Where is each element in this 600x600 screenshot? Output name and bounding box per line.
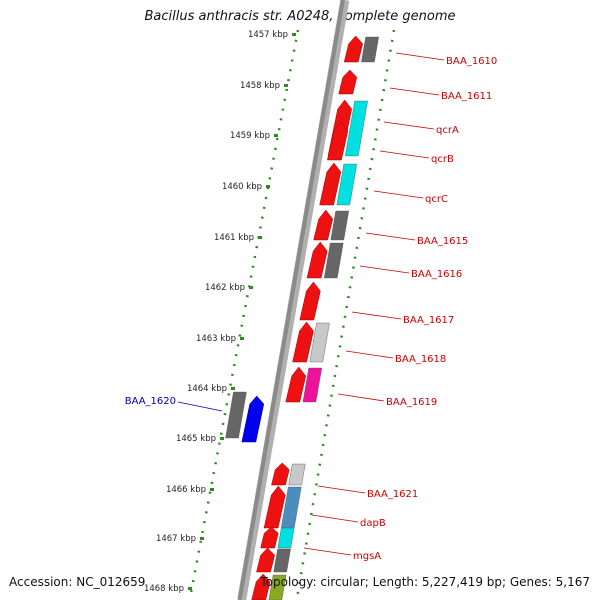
gene-label: dapB [360, 518, 386, 529]
forward-gene-arrow [343, 35, 363, 63]
cog-box [361, 36, 379, 63]
forward-gene-arrow [260, 526, 279, 549]
leader-line [383, 121, 435, 130]
gene-label: BAA_1618 [395, 354, 446, 365]
gene-label: BAA_1620 [125, 396, 176, 407]
forward-gene-arrow [338, 69, 358, 95]
forward-gene-arrow [299, 281, 321, 321]
leader-line [337, 393, 385, 402]
inner-dotted-line [295, 29, 396, 599]
leader-line [379, 150, 430, 159]
cog-box [330, 210, 349, 241]
tick-label: 1465 kbp [176, 434, 216, 444]
tick-mark [284, 84, 288, 87]
tick-mark [274, 134, 278, 137]
forward-gene-arrow [271, 462, 290, 486]
gene-label: mgsA [353, 551, 381, 562]
leader-line [345, 350, 394, 359]
tick-mark [220, 437, 224, 440]
forward-gene-arrow [292, 321, 314, 363]
cog-box [273, 548, 291, 573]
outer-dotted-line [188, 29, 300, 599]
leader-line [373, 190, 424, 199]
cog-box [225, 391, 247, 439]
gene-label: BAA_1616 [411, 269, 462, 280]
cog-box [344, 100, 368, 157]
gene-label: BAA_1611 [441, 91, 492, 102]
leader-line [351, 311, 402, 320]
tick-label: 1467 kbp [156, 534, 196, 544]
forward-gene-arrow [285, 366, 307, 403]
cog-box [302, 367, 322, 403]
forward-gene-arrow [251, 573, 271, 600]
tick-mark [240, 337, 244, 340]
tick-mark [266, 185, 270, 188]
leader-line [395, 52, 445, 61]
cog-box [323, 242, 344, 279]
tick-mark [188, 587, 192, 590]
tick-mark [200, 537, 204, 540]
tick-mark [231, 387, 235, 390]
forward-gene-arrow [327, 121, 349, 161]
leader-line [365, 232, 416, 241]
gene-label: BAA_1621 [367, 489, 418, 500]
tick-mark [258, 236, 262, 239]
gene-label: BAA_1617 [403, 315, 454, 326]
gene-label: BAA_1610 [446, 56, 497, 67]
forward-gene-arrow [313, 209, 334, 241]
leader-line [359, 265, 410, 274]
tick-label: 1458 kbp [240, 81, 280, 91]
tick-label: 1457 kbp [248, 30, 288, 40]
accession-text: Accession: NC_012659 [9, 575, 146, 589]
gene-label: BAA_1615 [417, 236, 468, 247]
tick-label: 1462 kbp [205, 283, 245, 293]
tick-label: 1463 kbp [196, 334, 236, 344]
backbone-line [237, 0, 345, 600]
tick-label: 1464 kbp [187, 384, 227, 394]
map-title: Bacillus anthracis str. A0248, complete … [144, 9, 456, 24]
cog-box [336, 163, 358, 206]
gene-label: qcrA [436, 125, 459, 136]
leader-line [177, 401, 223, 412]
tick-label: 1468 kbp [144, 584, 184, 594]
cog-box [268, 574, 287, 600]
cog-box [280, 486, 302, 529]
tick-label: 1459 kbp [230, 131, 270, 141]
forward-gene-arrow [306, 241, 328, 279]
forward-gene-arrow [256, 547, 275, 573]
forward-gene-arrow [319, 162, 342, 206]
leader-line [303, 547, 352, 556]
gene-label: BAA_1619 [386, 397, 437, 408]
leader-line [311, 514, 359, 523]
cog-box [288, 463, 306, 486]
cog-box [277, 527, 295, 549]
tick-mark [292, 33, 296, 36]
reverse-gene-arrow [241, 395, 265, 443]
gene-label: qcrB [431, 154, 454, 165]
topology-text: Topology: circular; Length: 5,227,419 bp… [260, 575, 590, 589]
tick-mark [249, 286, 253, 289]
tick-label: 1466 kbp [166, 485, 206, 495]
tick-label: 1461 kbp [214, 233, 254, 243]
tick-label: 1460 kbp [222, 182, 262, 192]
leader-line [317, 485, 366, 494]
tick-mark [210, 488, 214, 491]
forward-gene-arrow [263, 485, 286, 529]
leader-line [389, 87, 440, 96]
cog-box [309, 322, 330, 363]
gene-label: qcrC [425, 194, 448, 205]
